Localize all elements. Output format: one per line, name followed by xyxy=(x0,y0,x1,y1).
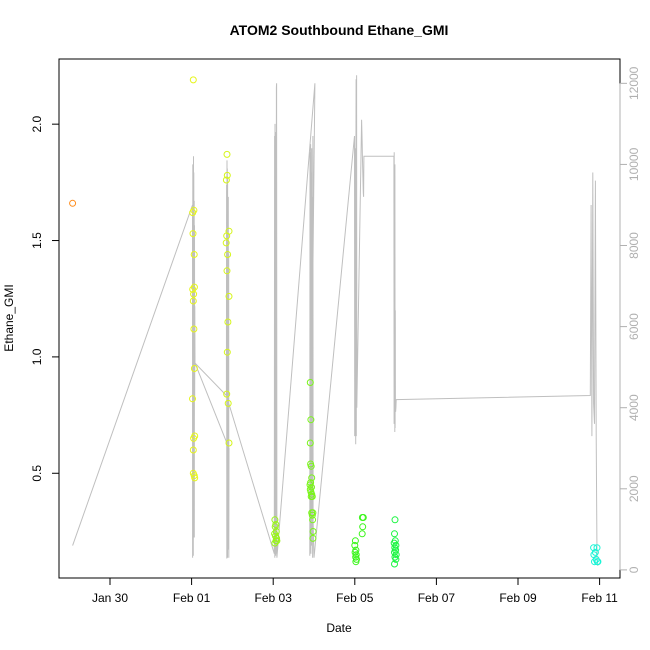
altitude-line-layer xyxy=(72,75,599,566)
plot-frame xyxy=(58,58,621,579)
ethane-point xyxy=(271,523,279,531)
chart-title: ATOM2 Southbound Ethane_GMI xyxy=(230,22,449,38)
ethane-point xyxy=(225,439,233,447)
ethane-point xyxy=(307,462,315,470)
ethane-point xyxy=(391,560,398,568)
ethane-point xyxy=(223,171,231,179)
ethane-point xyxy=(271,539,279,547)
y2-tick-label: 4000 xyxy=(627,394,641,421)
x-axis-label: Date xyxy=(326,621,352,635)
ethane-point xyxy=(351,537,359,545)
y-tick-label: 0.5 xyxy=(30,465,44,482)
y-axis-label: Ethane_GMI xyxy=(2,284,16,351)
ethane-point xyxy=(222,239,230,247)
ethane-point xyxy=(223,150,231,158)
ethane-point xyxy=(224,251,232,258)
y2-tick-label: 12000 xyxy=(627,66,641,100)
ethane-point xyxy=(309,528,317,535)
ethane-point xyxy=(392,555,400,563)
ethane-point xyxy=(190,251,198,258)
ethane-point xyxy=(189,230,197,238)
ethane-point xyxy=(359,523,367,531)
ethane-point xyxy=(224,318,232,326)
y2-tick-label: 6000 xyxy=(627,313,641,340)
altitude-series-line xyxy=(72,75,599,566)
y-tick-label: 1.0 xyxy=(30,348,44,365)
ethane-point xyxy=(391,530,398,538)
ethane-point xyxy=(358,530,366,538)
ethane-point xyxy=(223,348,231,356)
x-tick-label: Feb 09 xyxy=(499,591,537,605)
ethane-point xyxy=(352,558,360,566)
ethane-point xyxy=(189,446,197,454)
ethane-point xyxy=(308,474,316,482)
ethane-point xyxy=(309,534,317,542)
y2-tick-label: 10000 xyxy=(627,147,641,181)
y2-tick-label: 0 xyxy=(627,566,641,573)
ethane-point xyxy=(351,541,359,549)
ethane-point xyxy=(273,537,281,545)
ethane-point xyxy=(306,439,314,447)
ethane-point xyxy=(594,558,602,566)
ethane-point xyxy=(591,558,598,566)
ethane-point xyxy=(307,416,315,424)
ethane-point xyxy=(359,514,367,521)
ethane-point xyxy=(309,516,317,524)
ethane-point xyxy=(223,390,231,398)
ethane-point xyxy=(69,199,77,207)
ethane-point xyxy=(189,76,197,84)
ethane-point xyxy=(391,516,399,524)
y-axis-left: 0.5 1.0 1.5 2.0 xyxy=(30,116,60,482)
ethane-point xyxy=(222,176,230,184)
ethane-point xyxy=(224,399,232,407)
ethane-point xyxy=(225,292,233,300)
ethane-point xyxy=(190,325,198,333)
ethane-point xyxy=(271,516,279,524)
x-axis: Jan 30 Feb 01 Feb 03 Feb 05 Feb 07 Feb 09 Feb … xyxy=(92,577,618,605)
ethane-point xyxy=(191,474,199,482)
y-axis-right: 0 2000 4000 6000 8000 10000 12000 xyxy=(619,66,641,573)
ethane-point xyxy=(223,232,231,240)
ethane-point xyxy=(223,267,231,275)
ethane-point xyxy=(308,493,316,500)
y-tick-label: 2.0 xyxy=(30,116,44,133)
x-tick-label: Jan 30 xyxy=(92,591,128,605)
x-tick-label: Feb 03 xyxy=(255,591,293,605)
ethane-point xyxy=(190,290,198,298)
ethane-point xyxy=(189,297,197,305)
ethane-point xyxy=(190,434,198,442)
ethane-point xyxy=(190,206,198,214)
ethane-point xyxy=(593,544,601,552)
x-tick-label: Feb 07 xyxy=(418,591,456,605)
ethane-point xyxy=(189,395,196,403)
ethane-point xyxy=(190,365,198,372)
x-tick-label: Feb 05 xyxy=(336,591,374,605)
ethane-points-layer xyxy=(69,76,602,568)
ethane-point xyxy=(590,544,598,552)
ethane-point xyxy=(308,511,316,519)
ethane-point xyxy=(190,283,198,291)
ethane-point xyxy=(306,379,314,386)
y2-tick-label: 8000 xyxy=(627,232,641,259)
x-tick-label: Feb 11 xyxy=(581,591,618,605)
x-tick-label: Feb 01 xyxy=(173,591,211,605)
y-tick-label: 1.5 xyxy=(30,232,44,249)
y2-tick-label: 2000 xyxy=(627,475,641,502)
